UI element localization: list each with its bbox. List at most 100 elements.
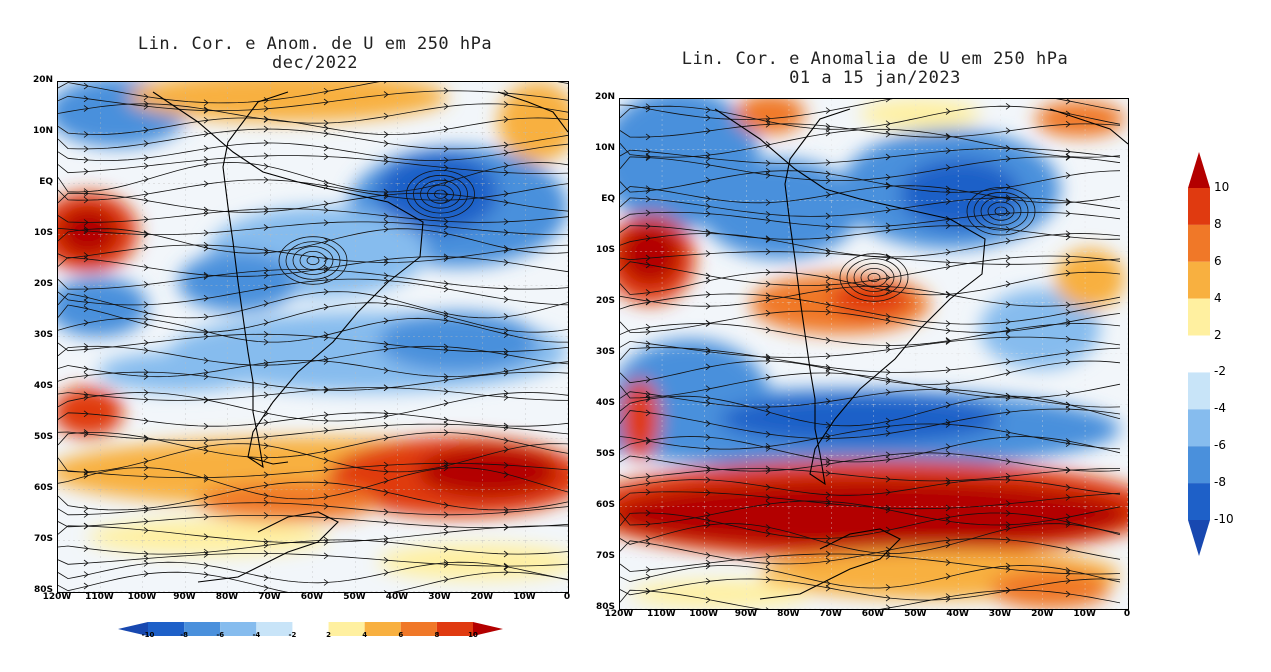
streamline-arrow xyxy=(443,559,449,566)
streamline-arrow xyxy=(143,140,149,147)
streamline-arrow xyxy=(503,141,509,149)
streamline-arrow xyxy=(945,573,951,580)
streamline-arrow xyxy=(945,327,951,335)
streamline-arrow xyxy=(885,99,891,103)
streamline-arrow xyxy=(765,159,771,167)
lon-label: 60W xyxy=(300,592,324,602)
streamline-arrow xyxy=(263,267,269,274)
streamline-arrow xyxy=(503,285,509,293)
hbar-label: 4 xyxy=(362,631,368,639)
streamline-arrow xyxy=(323,124,329,132)
hbar-label: -8 xyxy=(180,631,188,639)
streamline-arrow xyxy=(825,301,831,309)
streamline-arrow xyxy=(443,464,449,472)
streamline-arrow xyxy=(83,196,89,204)
lat-label: 10N xyxy=(32,126,53,136)
streamline-arrow xyxy=(1065,172,1071,179)
streamline-arrow xyxy=(143,339,149,347)
streamline-arrow xyxy=(705,114,711,122)
streamline-arrow xyxy=(765,235,771,243)
streamline-arrow xyxy=(705,394,711,402)
streamline xyxy=(58,302,568,333)
streamline-arrow xyxy=(1005,237,1011,245)
streamline-arrow xyxy=(143,264,149,271)
hbar-segment xyxy=(328,622,365,636)
streamline-arrow xyxy=(1065,390,1071,397)
streamline-arrow xyxy=(825,498,831,505)
streamline-arrow xyxy=(323,417,329,425)
streamline xyxy=(620,523,1121,554)
streamline-arrow xyxy=(383,91,389,98)
lat-label: EQ xyxy=(39,177,53,187)
streamline-arrow xyxy=(765,115,771,122)
streamline-arrow xyxy=(945,541,951,549)
streamline xyxy=(620,479,1121,496)
streamline-arrow xyxy=(645,479,651,487)
lat-label: 10S xyxy=(33,228,53,238)
streamline-arrow xyxy=(765,354,771,362)
streamline-arrow xyxy=(645,573,651,581)
streamline-arrow xyxy=(443,420,449,428)
hbar-label: 2 xyxy=(326,631,331,639)
streamline-arrow xyxy=(765,309,771,317)
streamline-arrow xyxy=(143,435,149,443)
lon-label: 60W xyxy=(861,609,885,619)
colorbar-segment xyxy=(1188,446,1210,484)
streamline-arrow xyxy=(825,460,831,468)
streamline-arrow xyxy=(885,126,891,133)
streamline-arrow xyxy=(825,274,831,282)
vortex-streamline xyxy=(292,246,334,275)
streamline xyxy=(620,360,1121,385)
streamline-arrow xyxy=(645,234,651,242)
vortex-streamline xyxy=(285,241,341,280)
lon-label: 40W xyxy=(946,609,969,619)
streamline-arrow xyxy=(443,164,449,172)
streamline-arrow xyxy=(645,438,651,445)
lon-label: 20W xyxy=(470,592,494,602)
streamline-arrow xyxy=(83,190,89,197)
streamline-arrow xyxy=(323,179,329,187)
streamline xyxy=(620,372,1121,399)
streamline-arrow xyxy=(83,343,89,350)
streamline-arrow xyxy=(1065,308,1071,316)
colorbar-segment xyxy=(1188,224,1210,262)
streamline-arrow xyxy=(885,253,891,261)
streamline xyxy=(58,481,568,511)
streamline-arrow xyxy=(323,219,329,227)
colorbar-segment xyxy=(1188,261,1210,299)
streamline xyxy=(58,221,568,235)
streamline-arrow xyxy=(885,254,891,262)
streamline-arrow xyxy=(945,380,951,387)
streamline-arrow xyxy=(825,308,831,316)
streamline-arrow xyxy=(143,457,149,465)
streamline-arrow xyxy=(945,320,951,327)
streamline-arrow xyxy=(203,422,209,430)
streamline-arrow xyxy=(765,292,771,300)
streamline-arrow xyxy=(945,188,951,196)
streamline-arrow xyxy=(203,533,209,541)
streamline-arrow xyxy=(765,211,771,218)
lon-label: 70W xyxy=(819,609,842,619)
streamline-arrow xyxy=(143,162,149,170)
streamline-arrow xyxy=(383,538,389,546)
streamline-arrow xyxy=(383,219,389,226)
streamline-arrow xyxy=(765,373,771,381)
streamline-arrow xyxy=(503,89,509,97)
streamline-arrow xyxy=(705,210,711,218)
right-title-line2: 01 a 15 jan/2023 xyxy=(789,68,961,88)
streamline-arrow xyxy=(765,607,769,609)
streamline-arrow xyxy=(503,199,509,207)
streamline-arrow xyxy=(705,511,711,519)
streamline-arrow xyxy=(263,330,269,338)
streamline xyxy=(58,278,568,306)
streamline-arrow xyxy=(503,296,509,303)
streamline-arrow xyxy=(383,295,389,302)
streamline-arrow xyxy=(443,285,449,293)
streamline-arrow xyxy=(705,151,711,159)
lon-label: 90W xyxy=(734,609,758,619)
streamline-arrow xyxy=(1005,509,1011,517)
streamline-arrow xyxy=(825,535,831,542)
streamline-arrow xyxy=(503,369,509,377)
streamline-arrow xyxy=(705,155,711,162)
hbar-label: -4 xyxy=(252,631,261,639)
